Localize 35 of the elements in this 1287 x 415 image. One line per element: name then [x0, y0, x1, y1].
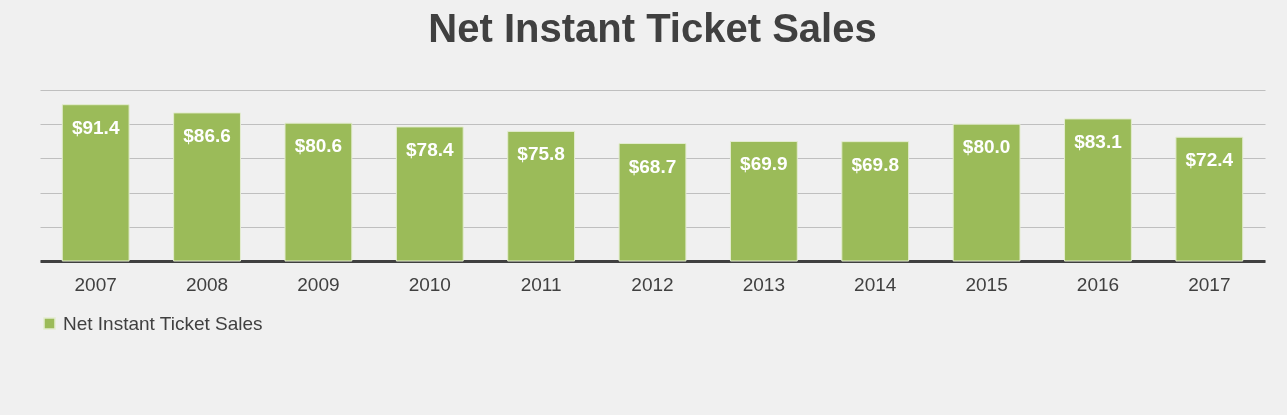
bar — [507, 130, 576, 262]
data-label: $86.6 — [183, 124, 231, 146]
data-label: $69.9 — [740, 153, 788, 175]
x-tick-label: 2009 — [297, 273, 340, 295]
x-tick-label: 2015 — [965, 273, 1008, 295]
bar — [618, 143, 687, 262]
data-label: $78.4 — [406, 138, 454, 160]
bar — [61, 104, 130, 262]
data-label: $91.4 — [71, 116, 120, 138]
x-tick-label: 2017 — [1188, 273, 1231, 295]
data-label: $69.8 — [851, 153, 899, 175]
bar — [729, 140, 798, 262]
data-label: $68.7 — [628, 155, 677, 177]
data-label: $80.6 — [294, 135, 343, 157]
legend-label: Net Instant Ticket Sales — [63, 312, 263, 334]
x-tick-label: 2013 — [742, 273, 785, 295]
bar — [1064, 118, 1132, 262]
bar — [841, 141, 910, 262]
data-label: $83.1 — [1074, 130, 1123, 152]
bar — [284, 122, 353, 262]
bar — [173, 112, 241, 262]
bar — [1175, 136, 1244, 262]
x-tick-label: 2012 — [631, 273, 674, 295]
x-tick-label: 2008 — [185, 273, 229, 295]
x-tick-label: 2011 — [520, 273, 562, 295]
x-tick-label: 2010 — [408, 273, 451, 295]
data-label: $80.0 — [962, 136, 1011, 158]
bar — [952, 123, 1021, 262]
data-label: $75.8 — [517, 143, 565, 165]
bar — [395, 126, 464, 262]
x-tick-label: 2014 — [854, 273, 897, 295]
x-tick-label: 2016 — [1076, 273, 1120, 295]
x-tick-label: 2007 — [74, 273, 117, 295]
chart-title: Net Instant Ticket Sales — [428, 6, 877, 50]
data-label: $72.4 — [1185, 149, 1234, 171]
